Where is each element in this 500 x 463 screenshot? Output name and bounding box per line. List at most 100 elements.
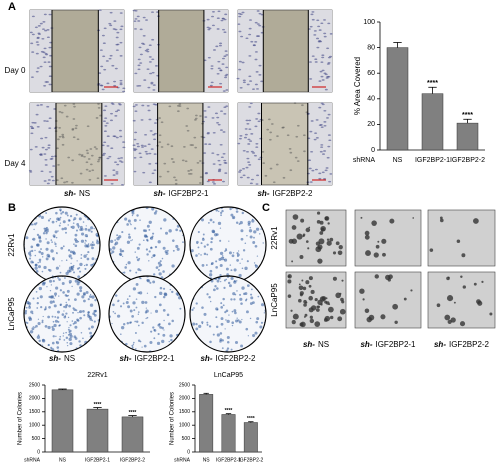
colony [45,350,48,352]
colony [45,257,49,261]
colony [220,306,224,309]
cell [134,18,138,20]
cell [309,130,313,133]
cell [102,120,106,122]
cell [244,128,248,130]
colony [172,249,175,252]
colony [339,308,346,315]
colony [67,328,70,331]
colony [146,292,149,294]
cell [132,105,136,108]
cell [323,121,327,123]
colony [131,346,134,349]
colony [162,309,166,312]
colony [73,271,75,274]
cell [132,144,136,146]
colony [47,315,51,319]
cell [71,128,75,131]
colony [111,344,115,348]
colony [221,209,224,213]
colony [36,297,39,300]
colony [201,238,205,241]
colony [41,321,44,324]
label-prefix: sh- [153,189,165,198]
colony [77,241,80,243]
colony [151,207,155,211]
error-bar [128,415,137,417]
colony [38,346,41,349]
cell [101,144,105,147]
cell [311,11,315,13]
cell [146,48,150,51]
cell [93,146,97,148]
colony [174,271,177,274]
colony [77,311,79,314]
cell [264,174,268,177]
colony [126,240,131,244]
colony [230,348,233,351]
cell [50,157,54,160]
cell [327,62,331,64]
colony [88,211,90,213]
colony [220,302,223,305]
colony [298,298,302,303]
cell [145,19,149,21]
cell [109,119,113,122]
cell [325,77,329,79]
colony [85,263,88,267]
cell [208,143,212,146]
colony [30,283,34,287]
cell [258,64,262,67]
colony [314,297,318,302]
colony [162,246,166,250]
colony [205,350,208,352]
cell [100,65,104,68]
colony [91,257,95,261]
colony [123,271,126,274]
colony [148,250,151,253]
colony [33,228,35,231]
colony [146,239,149,242]
colony [163,292,167,296]
cell [114,161,118,163]
cell [145,153,149,155]
cell [270,123,274,125]
bar [221,414,236,453]
colony [54,242,57,246]
colony [447,276,450,279]
colony [214,285,217,288]
colony [143,239,145,242]
colony [198,253,200,255]
colony [65,336,69,340]
cell [52,165,56,167]
colony [45,212,48,214]
cell [88,178,92,181]
bar [199,394,214,453]
colony [82,337,84,340]
x-tick-label: IGF2BP2-1 [85,457,110,463]
cell [139,156,143,159]
colony [146,253,149,256]
colony [84,267,87,270]
cell [320,126,324,128]
colony [222,304,225,307]
column-label: sh- IGF2BP2-2 [434,340,490,349]
cell [119,135,123,138]
cell [257,35,261,37]
colony [114,209,117,212]
cell [309,78,313,80]
cell [132,119,136,122]
colony [225,278,228,281]
cell [212,163,216,165]
cell [31,51,35,53]
cell [246,176,250,179]
x-tick-label: IGF2BP2-1 [216,457,241,463]
colony [92,213,95,216]
cell [37,25,41,27]
colony [184,343,185,346]
colony [31,223,34,226]
cell [95,117,99,119]
cell [214,112,218,115]
colony [81,232,85,236]
colony [90,263,94,267]
